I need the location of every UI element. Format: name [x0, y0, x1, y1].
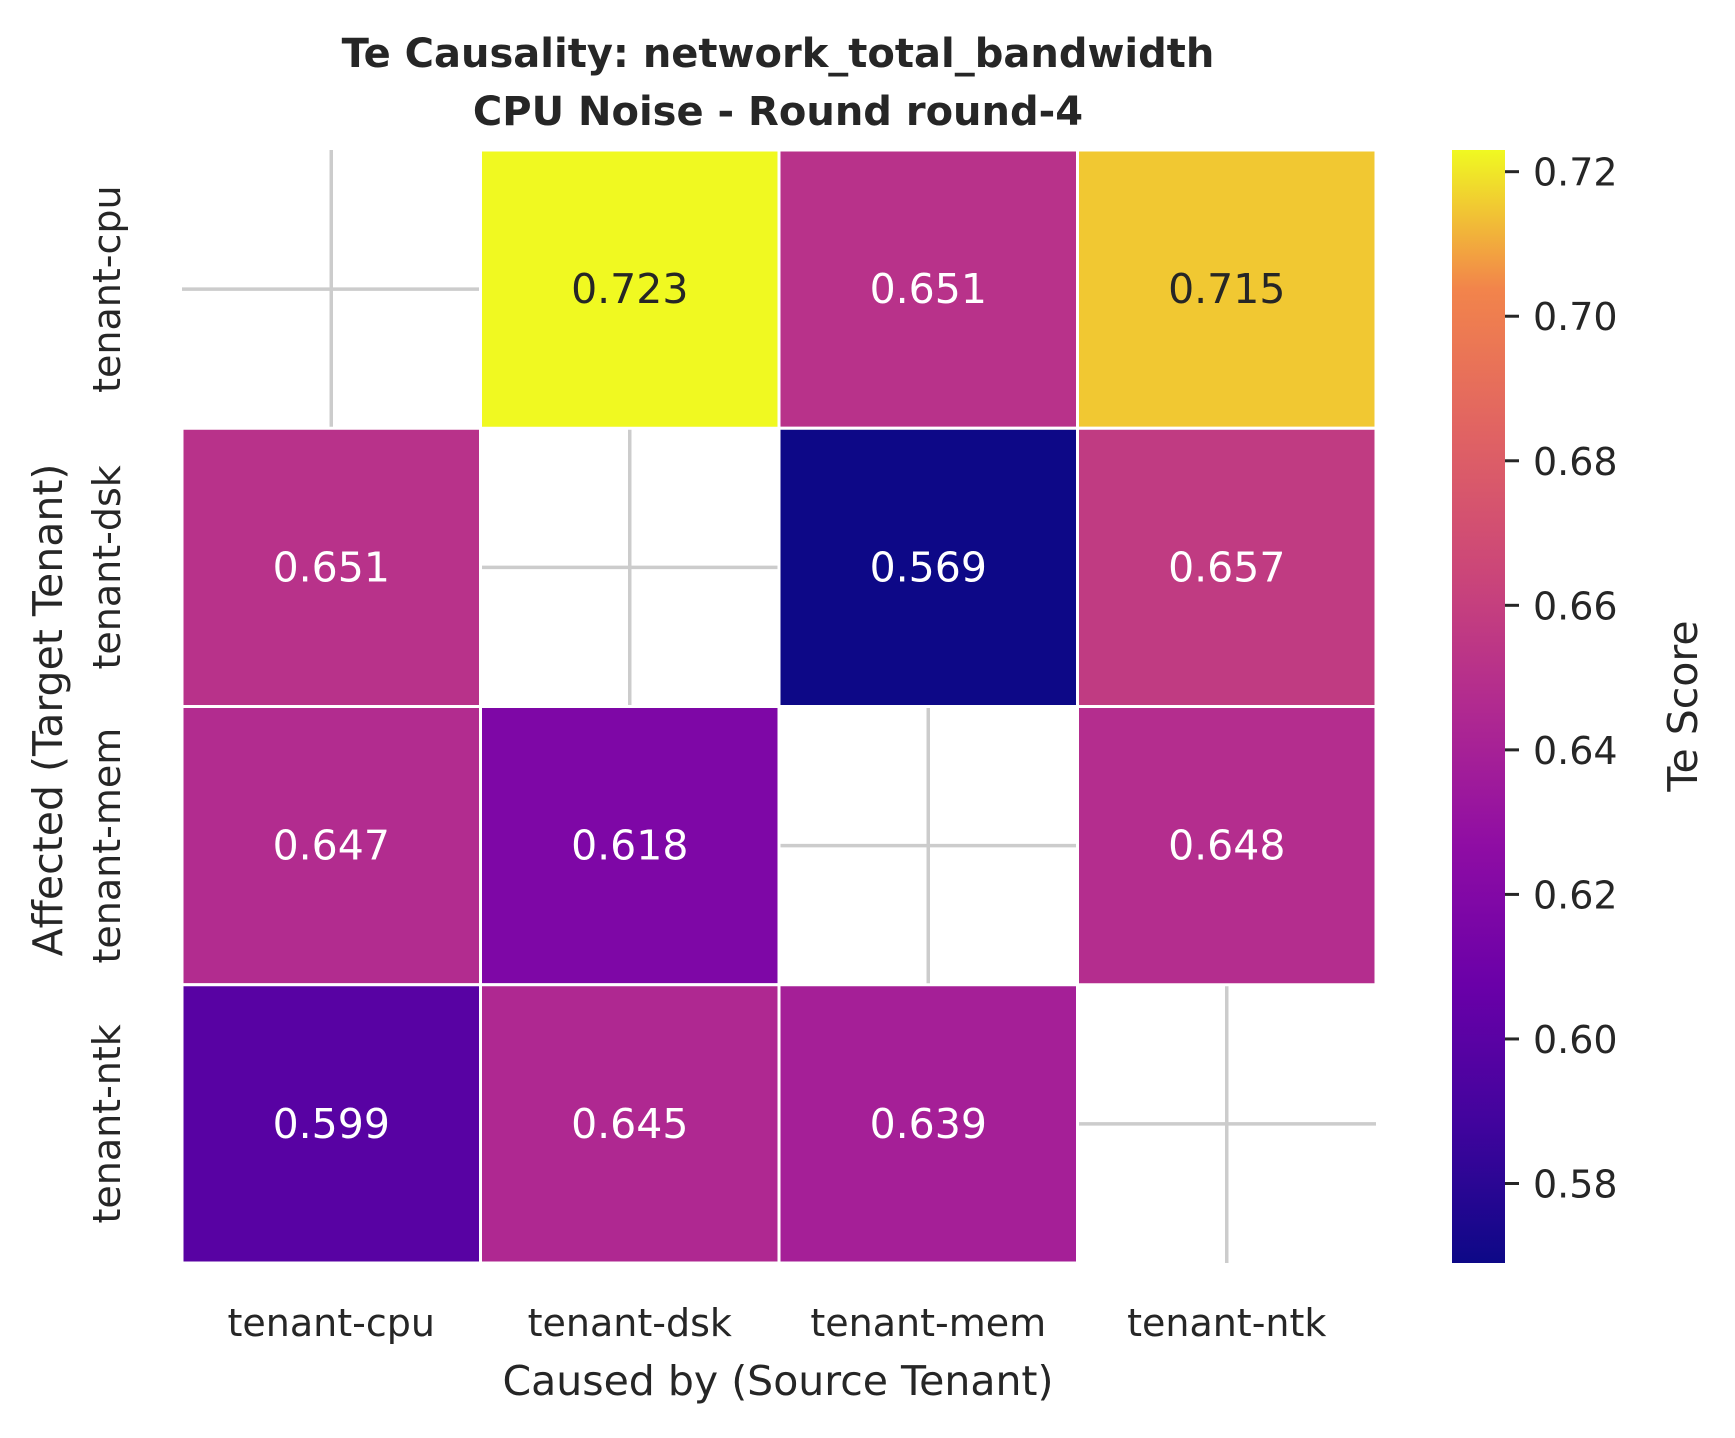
colorbar-tick-label: 0.68 [1533, 440, 1618, 484]
colorbar-tick-label: 0.70 [1533, 295, 1618, 339]
heatmap-cell [1076, 148, 1378, 430]
cell-value-label: 0.648 [1168, 822, 1285, 870]
cell-value-label: 0.599 [273, 1100, 390, 1148]
cell-value-label: 0.647 [273, 822, 390, 870]
x-tick-label: tenant-mem [810, 1301, 1046, 1345]
y-axis-ticks: tenant-cpu tenant-dsk tenant-mem tenant-ntk [85, 185, 129, 1223]
x-axis-label: Caused by (Source Tenant) [502, 1357, 1053, 1405]
heatmap-cell [180, 426, 482, 708]
colorbar-tick-label: 0.60 [1533, 1018, 1618, 1062]
cell-value-label: 0.651 [870, 265, 987, 313]
x-tick-label: tenant-cpu [228, 1301, 435, 1345]
x-tick-label: tenant-dsk [528, 1301, 732, 1345]
cell-value-label: 0.645 [571, 1100, 688, 1148]
cell-value-label: 0.723 [571, 265, 688, 313]
x-axis-ticks: tenant-cpu tenant-dsk tenant-mem tenant-ntk [228, 1301, 1327, 1345]
y-tick-label: tenant-dsk [85, 465, 129, 669]
colorbar-tick-label: 0.72 [1533, 151, 1618, 195]
y-tick-label: tenant-cpu [85, 185, 129, 392]
cell-value-label: 0.569 [870, 543, 987, 591]
colorbar-tick-label: 0.62 [1533, 873, 1618, 917]
heatmap-cell [777, 983, 1079, 1265]
colorbar-ticks: 0.58 0.60 0.62 0.64 0.66 0.68 0.70 0.72 [1505, 151, 1618, 1207]
colorbar-tick-label: 0.66 [1533, 584, 1618, 628]
heatmap-cells: 0.723 0.651 0.715 0.651 0.569 0.657 0.647 0.618… [180, 148, 1378, 1265]
cell-value-label: 0.657 [1168, 543, 1285, 591]
cell-value-label: 0.639 [870, 1100, 987, 1148]
heatmap-cell [479, 705, 781, 987]
colorbar-tick-label: 0.58 [1533, 1163, 1618, 1207]
heatmap-cell [479, 148, 781, 430]
heatmap-cell [1076, 705, 1378, 987]
chart-title-line-1: Te Causality: network_total_bandwidth [342, 31, 1215, 77]
colorbar-tick-label: 0.64 [1533, 729, 1618, 773]
chart-title-line-2: CPU Noise - Round round-4 [473, 89, 1083, 135]
cell-value-label: 0.618 [571, 822, 688, 870]
y-tick-label: tenant-ntk [85, 1024, 129, 1223]
y-tick-label: tenant-mem [85, 728, 129, 964]
colorbar [1452, 150, 1505, 1263]
x-tick-label: tenant-ntk [1127, 1301, 1326, 1345]
cell-value-label: 0.651 [273, 543, 390, 591]
colorbar-label: Te Score [1659, 620, 1707, 792]
cell-value-label: 0.715 [1168, 265, 1285, 313]
heatmap-cell [479, 983, 781, 1265]
heatmap-cell [1076, 426, 1378, 708]
heatmap-cell [777, 148, 1079, 430]
y-axis-label: Affected (Target Tenant) [24, 464, 72, 957]
heatmap-cell [180, 705, 482, 987]
